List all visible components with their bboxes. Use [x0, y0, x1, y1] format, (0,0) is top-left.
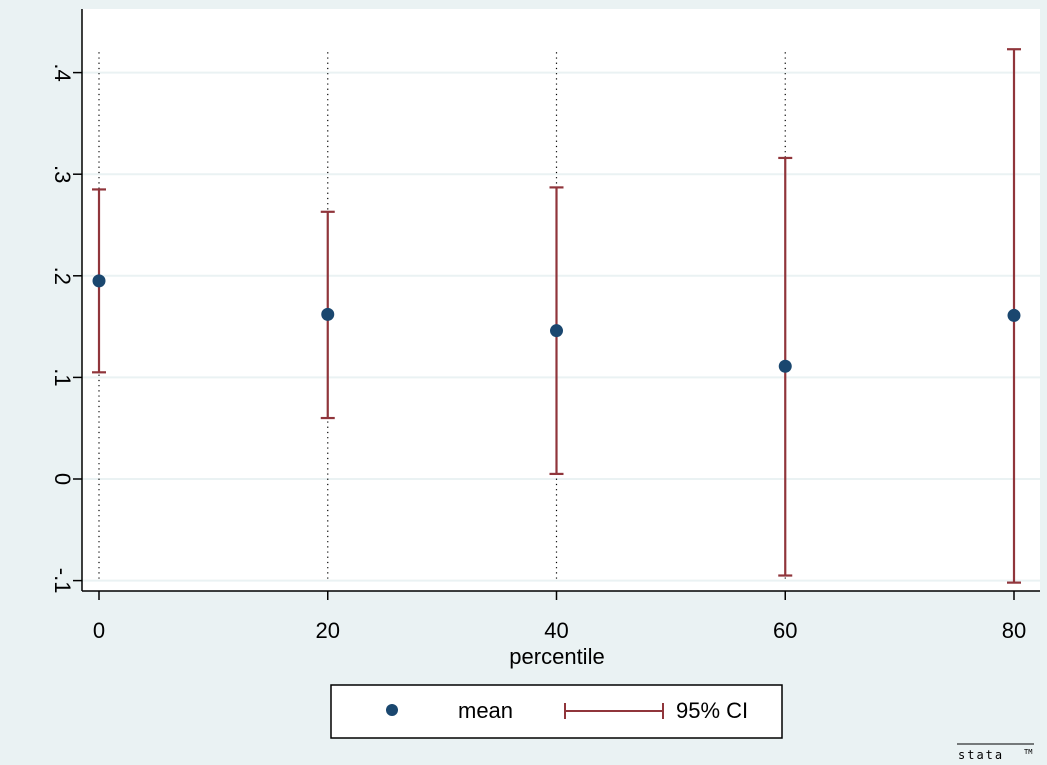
y-tick-label-0: -.1: [50, 568, 75, 594]
x-tick-label-0: 0: [93, 618, 105, 643]
x-tick-label-4: 80: [1002, 618, 1026, 643]
x-tick-label-3: 60: [773, 618, 797, 643]
plot-area: [82, 9, 1040, 591]
y-tick-label-2: .1: [50, 368, 75, 386]
mean-point-4: [1007, 308, 1021, 322]
mean-point-2: [550, 324, 563, 338]
x-tick-label-2: 40: [544, 618, 568, 643]
y-tick-label-1: 0: [50, 473, 75, 485]
y-tick-label-4: .3: [50, 165, 75, 183]
stata-logo-text: stata: [958, 748, 1004, 762]
x-axis-title: percentile: [509, 644, 604, 669]
stata-logo-tm: TM: [1024, 748, 1032, 756]
legend-label-ci: 95% CI: [676, 698, 748, 723]
y-axis-ticks: -.1 0 .1 .2 .3 .4: [50, 63, 82, 593]
gridlines: [82, 71, 1040, 582]
x-tick-label-1: 20: [316, 618, 340, 643]
mean-point-0: [92, 274, 106, 288]
axes: [81, 9, 1040, 592]
legend-box: [330, 684, 783, 739]
stata-logo: stata TM: [957, 743, 1034, 762]
legend: mean 95% CI: [330, 684, 783, 739]
mean-point-3: [778, 359, 792, 373]
x-axis-ticks: 0 20 40 60 80: [93, 591, 1026, 643]
y-tick-label-5: .4: [50, 63, 75, 81]
y-tick-label-3: .2: [50, 267, 75, 285]
mean-point-1: [321, 307, 335, 321]
legend-mean-marker: [386, 704, 398, 716]
legend-label-mean: mean: [458, 698, 513, 723]
legend-ci-marker: [564, 703, 664, 719]
mean-series: [92, 274, 1021, 373]
